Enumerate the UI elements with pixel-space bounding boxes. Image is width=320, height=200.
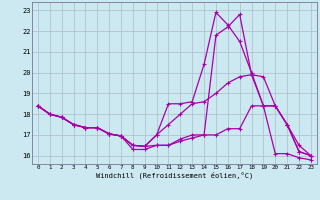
X-axis label: Windchill (Refroidissement éolien,°C): Windchill (Refroidissement éolien,°C): [96, 172, 253, 179]
